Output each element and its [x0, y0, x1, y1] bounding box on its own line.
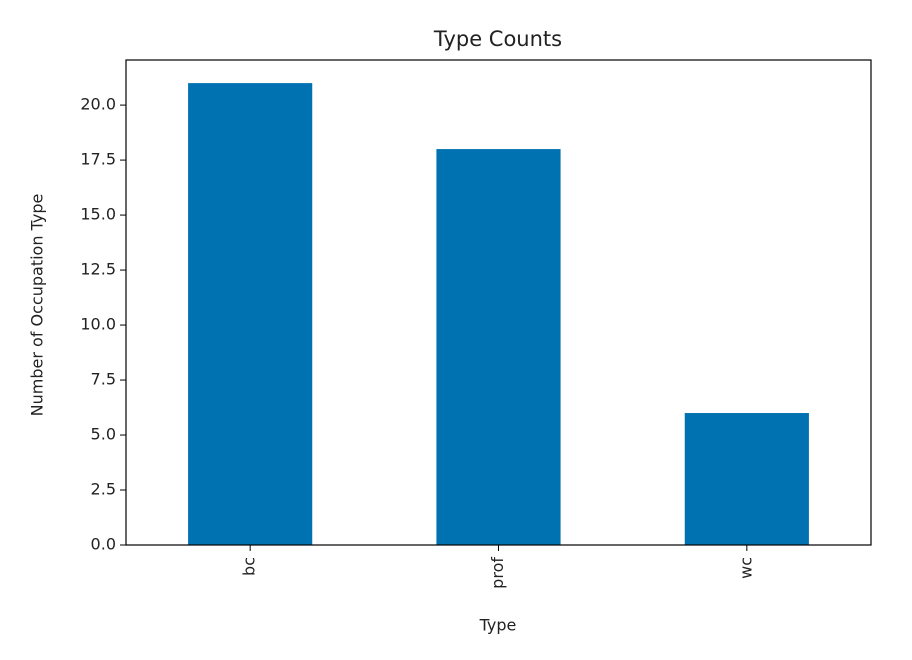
chart-title: Type Counts	[433, 27, 562, 51]
y-tick-label: 0.0	[91, 535, 116, 554]
y-tick-label: 15.0	[80, 205, 116, 224]
bar	[436, 149, 561, 545]
x-tick-label: bc	[240, 557, 259, 576]
y-axis-label: Number of Occupation Type	[28, 194, 47, 417]
plot-frame	[125, 59, 872, 546]
x-tick-label: prof	[488, 557, 507, 589]
x-tick-label: wc	[736, 557, 755, 579]
y-tick-label: 10.0	[80, 315, 116, 334]
y-tick-label: 7.5	[91, 370, 116, 389]
bar	[188, 83, 313, 545]
y-tick-label: 20.0	[80, 95, 116, 114]
y-tick-label: 12.5	[80, 260, 116, 279]
y-tick-label: 17.5	[80, 150, 116, 169]
y-tick-label: 2.5	[91, 480, 116, 499]
x-axis-label: Type	[479, 616, 517, 635]
y-tick-label: 5.0	[91, 425, 116, 444]
bar	[684, 413, 809, 545]
